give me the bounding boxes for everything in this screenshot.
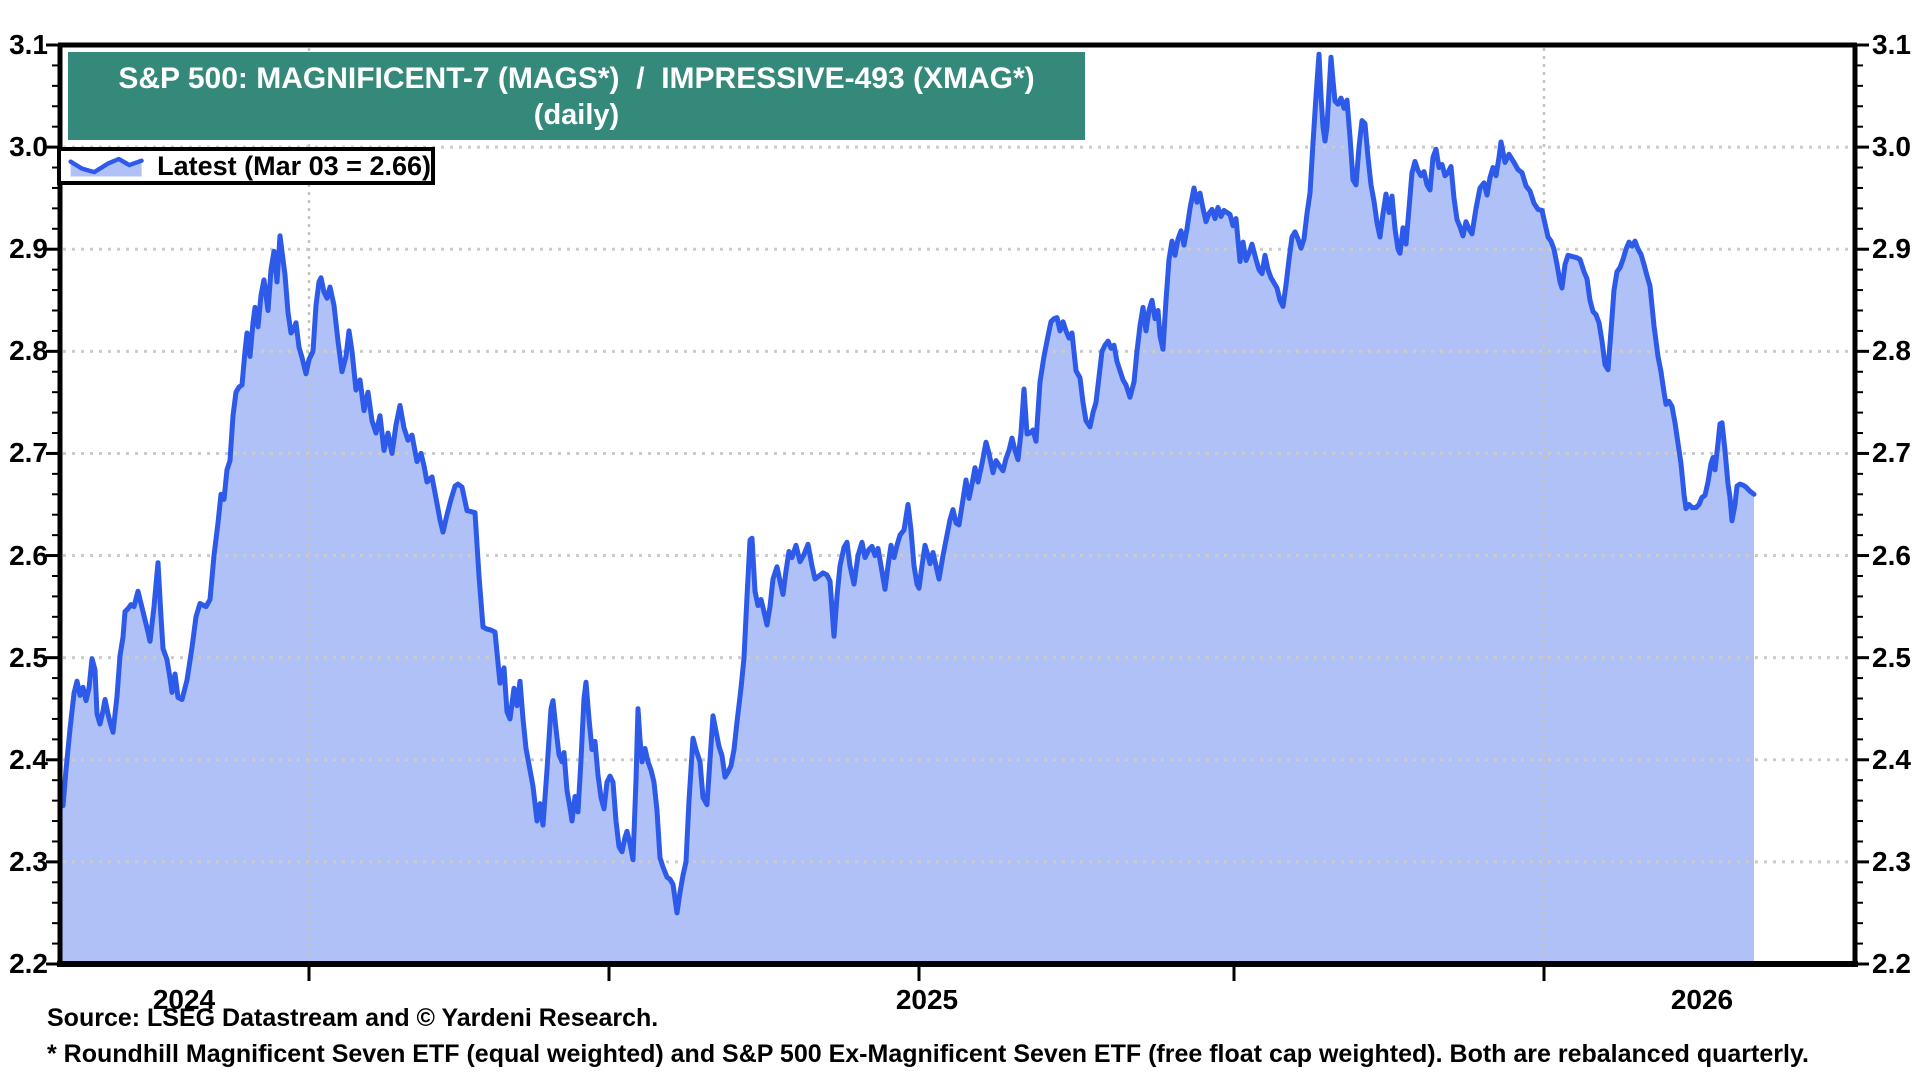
y-tick-label-left-2.2: 2.2	[9, 948, 48, 979]
legend-box: Latest (Mar 03 = 2.66)	[57, 147, 435, 185]
y-tick-label-right-3.1: 3.1	[1872, 29, 1911, 60]
y-tick-label-right-2.2: 2.2	[1872, 948, 1911, 979]
y-tick-label-right-3.0: 3.0	[1872, 131, 1911, 163]
y-tick-label-left-3.0: 3.0	[9, 131, 48, 163]
y-tick-label-left-3.1: 3.1	[9, 29, 48, 60]
y-tick-label-right-2.6: 2.6	[1872, 539, 1911, 571]
y-tick-label-left-2.6: 2.6	[9, 539, 48, 571]
legend-label: Latest (Mar 03 = 2.66)	[157, 150, 431, 181]
x-tick-label-2026: 2026	[1670, 984, 1734, 1015]
y-tick-label-left-2.3: 2.3	[9, 845, 48, 877]
source-note: Source: LSEG Datastream and © Yardeni Re…	[47, 1004, 659, 1032]
y-tick-label-right-2.9: 2.9	[1872, 233, 1911, 265]
y-tick-label-right-2.4: 2.4	[1872, 743, 1911, 775]
footnote: * Roundhill Magnificent Seven ETF (equal…	[47, 1040, 1809, 1068]
x-tick-label-2025: 2025	[895, 984, 959, 1015]
y-tick-label-right-2.5: 2.5	[1872, 641, 1911, 673]
ratio-line	[57, 51, 1757, 916]
chart-subtitle: (daily)	[533, 99, 620, 131]
legend-area-icon	[68, 156, 144, 177]
chart-title: S&P 500: MAGNIFICENT-7 (MAGS*) / IMPRESS…	[118, 62, 1035, 95]
y-tick-label-left-2.7: 2.7	[9, 437, 48, 469]
y-tick-label-right-2.3: 2.3	[1872, 845, 1911, 877]
y-tick-label-left-2.4: 2.4	[9, 743, 48, 775]
chart-title-banner: S&P 500: MAGNIFICENT-7 (MAGS*) / IMPRESS…	[68, 52, 1085, 140]
y-tick-label-right-2.7: 2.7	[1872, 437, 1911, 469]
y-tick-label-left-2.8: 2.8	[9, 335, 48, 367]
y-tick-label-left-2.9: 2.9	[9, 233, 48, 265]
x-tick-label-2024: 2024	[152, 984, 216, 1015]
area-fill	[60, 54, 1754, 964]
y-tick-label-right-2.8: 2.8	[1872, 335, 1911, 367]
y-tick-label-left-2.5: 2.5	[9, 641, 48, 673]
